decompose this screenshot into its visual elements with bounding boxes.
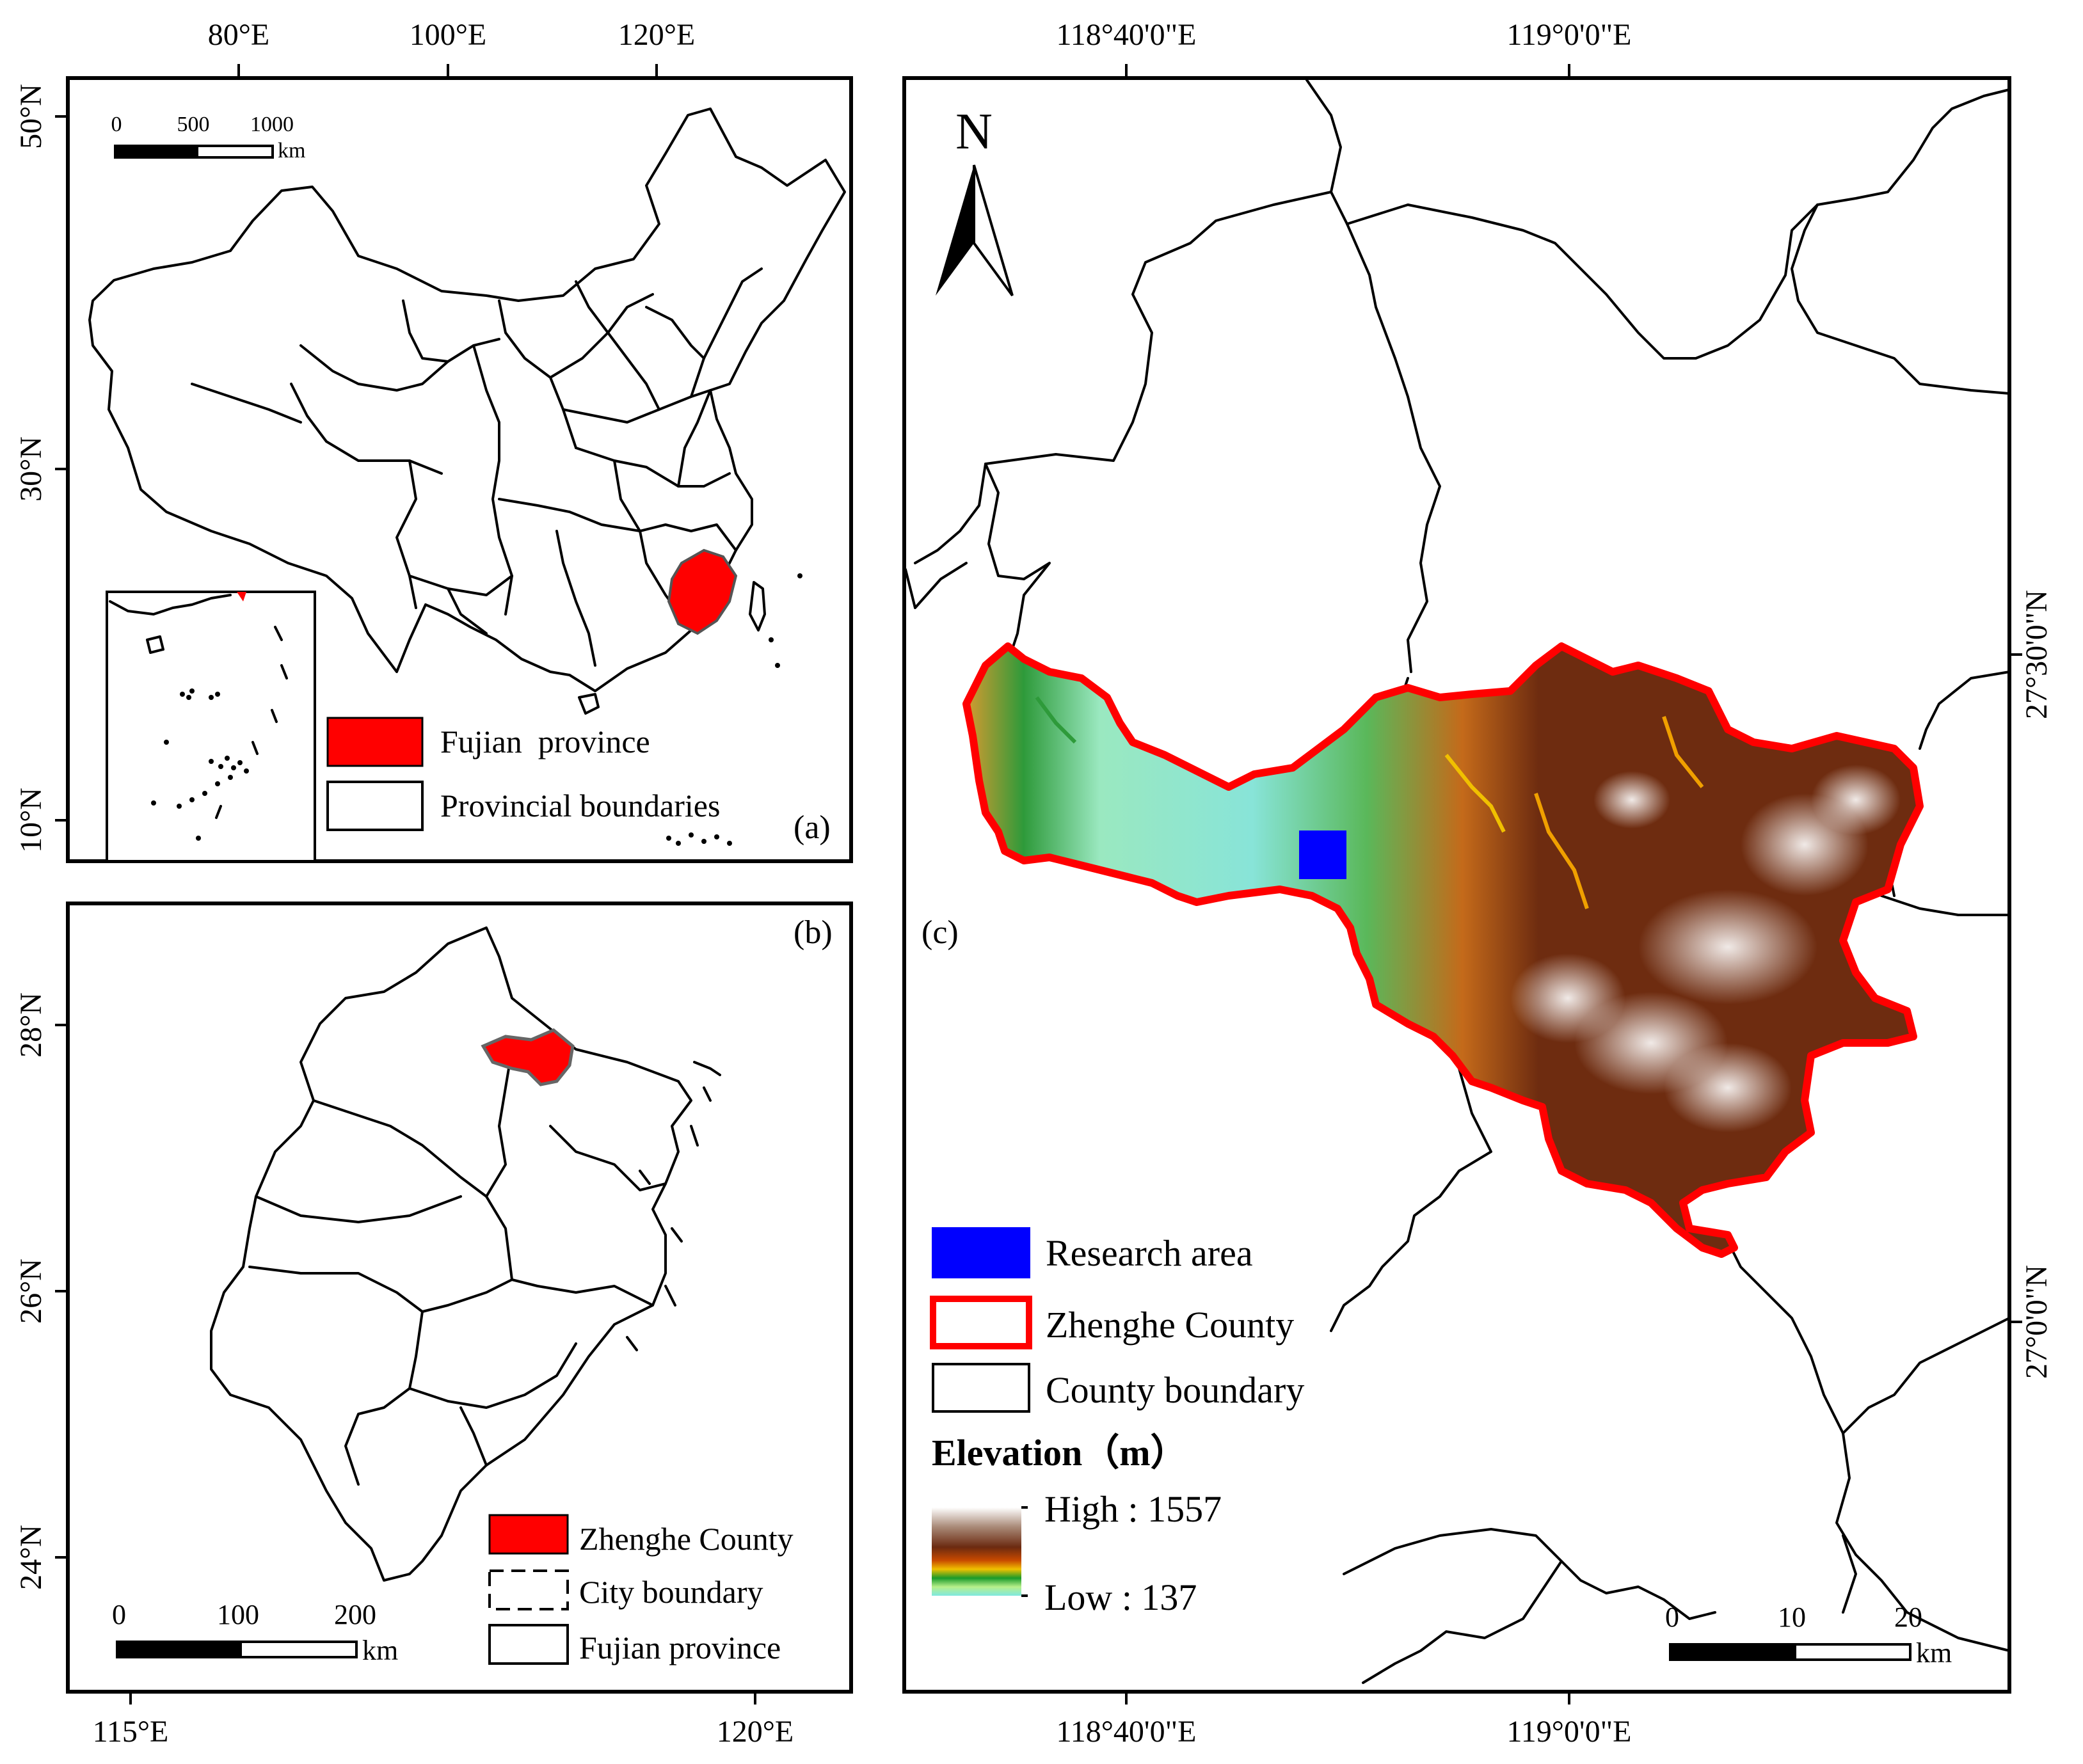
scale-c-unit: km <box>1916 1637 1952 1669</box>
panel-c-scale-bar: 0 10 20 km <box>1665 1601 1952 1669</box>
tick-c-top-2: 119°0'0"E <box>1507 18 1632 52</box>
scale-c-0: 0 <box>1665 1601 1679 1633</box>
fujian-highlight <box>667 548 738 635</box>
taiwan-outline <box>749 581 766 632</box>
legend-label-provincial: Provincial boundaries <box>440 788 720 823</box>
panel-c-bottom-ticks: 118°40'0"E 119°0'0"E <box>1057 1692 1632 1749</box>
panel-b-bottom-ticks: 115°E 120°E <box>93 1692 794 1749</box>
elevation-high: High : 1557 <box>1044 1488 1222 1530</box>
legend-label-research: Research area <box>1046 1232 1253 1274</box>
tick-28n: 28°N <box>14 992 48 1058</box>
scale-a-1000: 1000 <box>250 113 294 136</box>
tick-120e-b: 120°E <box>717 1715 794 1749</box>
legend-swatch-county <box>932 1363 1030 1413</box>
elevation-title: Elevation（m） <box>932 1432 1188 1474</box>
zhenghe-highlight <box>481 1028 575 1086</box>
panel-b: 28°N 26°N 24°N 115°E 120°E <box>14 902 853 1749</box>
tick-10n: 10°N <box>14 788 48 853</box>
panel-a-legend: Fujian province Provincial boundaries <box>326 717 720 831</box>
sea-islands <box>666 573 802 846</box>
legend-label-fujian: Fujian province <box>440 724 650 759</box>
scale-b-unit: km <box>362 1635 398 1666</box>
china-outline <box>88 107 846 692</box>
south-china-sea-inset <box>106 591 316 862</box>
north-label: N <box>955 104 993 160</box>
legend-swatch-city <box>488 1569 569 1610</box>
scale-b-0: 0 <box>112 1599 126 1630</box>
tick-115e: 115°E <box>93 1715 169 1749</box>
scale-a-unit: km <box>278 139 305 163</box>
provincial-boundaries <box>191 267 763 667</box>
panel-a: 80°E 100°E 120°E 50°N 30°N 10°N <box>14 18 853 863</box>
fujian-outline <box>210 926 692 1582</box>
legend-swatch-zhenghe-c <box>930 1296 1032 1349</box>
panel-b-scale-bar: 0 100 200 km <box>112 1599 398 1666</box>
north-arrow: N <box>936 104 1014 297</box>
research-area-square <box>1299 830 1346 879</box>
elevation-low: Low : 137 <box>1044 1577 1197 1618</box>
panel-b-label: (b) <box>794 914 833 951</box>
legend-label-county: County boundary <box>1046 1369 1304 1411</box>
tick-c-bottom-2: 119°0'0"E <box>1507 1715 1632 1749</box>
panel-a-label: (a) <box>794 809 831 846</box>
city-boundaries <box>248 1048 667 1486</box>
legend-swatch-research <box>932 1227 1030 1278</box>
tick-80e: 80°E <box>208 18 270 52</box>
panel-a-left-ticks: 50°N 30°N 10°N <box>14 84 68 853</box>
legend-label-fujian-b: Fujian province <box>579 1630 781 1665</box>
county-boundaries <box>904 79 2011 1684</box>
tick-c-bottom-1: 118°40'0"E <box>1057 1715 1197 1749</box>
scale-a-0: 0 <box>111 113 122 136</box>
tick-100e: 100°E <box>410 18 487 52</box>
scale-b-200: 200 <box>334 1599 376 1630</box>
panel-c-label: (c) <box>922 914 959 951</box>
tick-30n: 30°N <box>14 436 48 502</box>
tick-24n: 24°N <box>14 1525 48 1590</box>
tick-120e: 120°E <box>618 18 696 52</box>
tick-c-right-2: 27°0'0"N <box>2020 1265 2054 1379</box>
zhenghe-dem <box>962 642 1924 1258</box>
tick-c-top-1: 118°40'0"E <box>1057 18 1197 52</box>
panel-b-legend: Zhenghe County City boundary Fujian prov… <box>488 1514 794 1665</box>
panel-b-left-ticks: 28°N 26°N 24°N <box>14 992 68 1590</box>
legend-swatch-provincial <box>326 781 424 831</box>
panel-c-right-ticks: 27°30'0"N 27°0'0"N <box>2009 590 2054 1379</box>
panel-c: 118°40'0"E 119°0'0"E 118°40'0"E 119°0'0"… <box>902 18 2054 1749</box>
legend-label-zhenghe-b: Zhenghe County <box>579 1521 794 1557</box>
elevation-ramp <box>932 1507 1021 1596</box>
panel-a-top-ticks: 80°E 100°E 120°E <box>208 18 696 78</box>
dem-highlands <box>1510 765 1901 1132</box>
scale-a-500: 500 <box>177 113 210 136</box>
panel-c-top-ticks: 118°40'0"E 119°0'0"E <box>1057 18 1632 78</box>
scale-c-10: 10 <box>1778 1601 1806 1633</box>
panel-b-frame <box>66 902 853 1694</box>
legend-swatch-fujian-b <box>488 1624 569 1665</box>
legend-swatch-fujian <box>326 717 424 767</box>
tick-50n: 50°N <box>14 84 48 149</box>
scale-c-20: 20 <box>1894 1601 1922 1633</box>
coastal-islands <box>626 1061 721 1351</box>
legend-label-city: City boundary <box>579 1574 763 1610</box>
scale-b-100: 100 <box>217 1599 259 1630</box>
legend-label-zhenghe-c: Zhenghe County <box>1046 1304 1294 1346</box>
panel-c-frame <box>902 76 2011 1694</box>
panel-a-scale-bar: 0 500 1000 km <box>111 113 306 163</box>
hainan-outline <box>578 693 600 715</box>
tick-c-right-1: 27°30'0"N <box>2020 590 2054 719</box>
tick-26n: 26°N <box>14 1259 48 1324</box>
panel-c-legend: Research area Zhenghe County County boun… <box>930 1227 1304 1618</box>
legend-swatch-zhenghe-b <box>488 1514 569 1555</box>
